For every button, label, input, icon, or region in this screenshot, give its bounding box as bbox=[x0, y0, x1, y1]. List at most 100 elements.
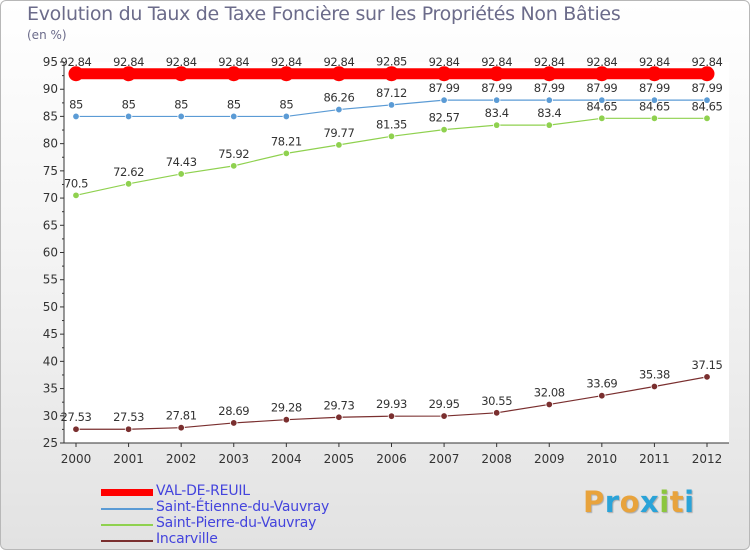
data-label: 87.99 bbox=[534, 81, 565, 95]
data-label: 85 bbox=[279, 97, 293, 111]
series-4: 27.53 27.53 27.81 28.69 29.28 29.73 29.93 29.95… bbox=[61, 358, 723, 433]
legend-label: Saint-Étienne-du-Vauvray bbox=[156, 499, 330, 515]
data-label: 85 bbox=[122, 97, 136, 111]
data-label: 83.4 bbox=[485, 106, 509, 120]
data-point bbox=[650, 382, 659, 391]
data-point bbox=[177, 170, 185, 178]
data-label: 75.92 bbox=[218, 147, 249, 161]
data-label: 92.84 bbox=[218, 55, 249, 69]
data-point bbox=[598, 392, 606, 400]
data-label: 87.99 bbox=[639, 81, 670, 95]
series-layer: 92.84 92.84 92.84 92.84 92.84 92.84 92.85 92.84… bbox=[61, 55, 723, 433]
data-point bbox=[594, 66, 610, 82]
data-label: 92.84 bbox=[271, 55, 302, 69]
data-label: 27.53 bbox=[61, 410, 92, 424]
data-label: 74.43 bbox=[166, 155, 197, 169]
data-label: 92.84 bbox=[429, 55, 460, 69]
data-label: 81.35 bbox=[376, 117, 407, 131]
data-point bbox=[598, 96, 606, 104]
data-point bbox=[440, 412, 448, 420]
data-point bbox=[646, 66, 662, 82]
data-point bbox=[230, 112, 238, 121]
series-2: 85 85 85 85 85 86.26 87.12 87.99 87.99 87.99 87.99… bbox=[69, 81, 723, 121]
data-label: 87.12 bbox=[376, 86, 407, 100]
logo-letter: i bbox=[684, 485, 695, 519]
x-tick-label: 2010 bbox=[587, 452, 618, 466]
logo-letter: o bbox=[619, 485, 641, 519]
data-label: 29.93 bbox=[376, 397, 407, 411]
data-point bbox=[335, 141, 343, 149]
data-point bbox=[124, 425, 133, 433]
data-point bbox=[124, 112, 133, 121]
data-label: 92.84 bbox=[639, 55, 670, 69]
data-point bbox=[177, 112, 185, 121]
data-point bbox=[68, 66, 84, 82]
data-point bbox=[177, 424, 185, 432]
data-label: 92.84 bbox=[61, 55, 92, 69]
data-point bbox=[230, 419, 238, 427]
x-tick-label: 2000 bbox=[61, 452, 92, 466]
data-label: 28.69 bbox=[218, 404, 249, 418]
logo-letter: P bbox=[583, 485, 605, 519]
data-point bbox=[384, 66, 399, 82]
data-label: 82.57 bbox=[429, 111, 460, 125]
y-tick-label: 55 bbox=[43, 273, 58, 287]
data-point bbox=[545, 121, 553, 129]
x-tick-label: 2008 bbox=[481, 452, 512, 466]
data-point bbox=[489, 66, 505, 82]
data-label: 79.77 bbox=[323, 126, 354, 140]
data-label: 84.65 bbox=[586, 99, 617, 113]
legend-swatch bbox=[101, 489, 153, 496]
data-point bbox=[331, 66, 347, 82]
data-point bbox=[387, 132, 396, 140]
y-tick-label: 85 bbox=[43, 109, 58, 123]
x-tick-label: 2003 bbox=[218, 452, 249, 466]
y-tick-label: 30 bbox=[43, 409, 58, 423]
logo-letter: r bbox=[604, 485, 620, 519]
data-label: 78.21 bbox=[271, 134, 302, 148]
data-point bbox=[335, 105, 343, 114]
data-point bbox=[335, 413, 343, 421]
legend-label: VAL-DE-REUIL bbox=[156, 483, 250, 499]
data-point bbox=[440, 96, 448, 104]
data-label: 27.81 bbox=[166, 409, 197, 423]
data-label: 92.85 bbox=[376, 55, 407, 69]
data-point bbox=[650, 114, 659, 123]
data-label: 83.4 bbox=[537, 106, 561, 120]
data-point bbox=[436, 66, 452, 82]
x-tick-label: 2012 bbox=[692, 452, 723, 466]
data-point bbox=[492, 121, 501, 129]
series-1: 92.84 92.84 92.84 92.84 92.84 92.84 92.85 92.84… bbox=[61, 55, 723, 82]
data-point bbox=[541, 66, 557, 82]
data-label: 85 bbox=[69, 97, 83, 111]
data-label: 87.99 bbox=[481, 81, 512, 95]
x-tick-label: 2007 bbox=[429, 452, 460, 466]
data-label: 87.99 bbox=[586, 81, 617, 95]
data-label: 33.69 bbox=[586, 377, 617, 391]
data-label: 92.84 bbox=[586, 55, 617, 69]
data-point bbox=[230, 162, 238, 170]
data-point bbox=[492, 409, 501, 417]
data-point bbox=[492, 96, 501, 104]
data-label: 87.99 bbox=[429, 81, 460, 95]
data-point bbox=[387, 412, 396, 420]
data-point bbox=[703, 96, 711, 104]
data-label: 86.26 bbox=[323, 91, 354, 105]
x-tick-label: 2004 bbox=[271, 452, 302, 466]
data-point bbox=[282, 416, 291, 424]
data-label: 29.95 bbox=[429, 397, 460, 411]
data-label: 92.84 bbox=[692, 55, 723, 69]
x-tick-label: 2006 bbox=[376, 452, 407, 466]
legend-swatch bbox=[101, 540, 153, 542]
data-point bbox=[72, 191, 80, 200]
data-point bbox=[545, 400, 553, 409]
proxiti-logo: Proxiti bbox=[583, 485, 695, 519]
logo-letter: t bbox=[669, 485, 685, 519]
x-tick-label: 2001 bbox=[113, 452, 144, 466]
data-label: 92.84 bbox=[166, 55, 197, 69]
axes: 25 30 35 40 45 50 55 60 65 70 75 80 85 90 95 2000 2001 20… bbox=[43, 55, 729, 466]
plot-area bbox=[64, 62, 729, 443]
data-point bbox=[440, 125, 448, 134]
